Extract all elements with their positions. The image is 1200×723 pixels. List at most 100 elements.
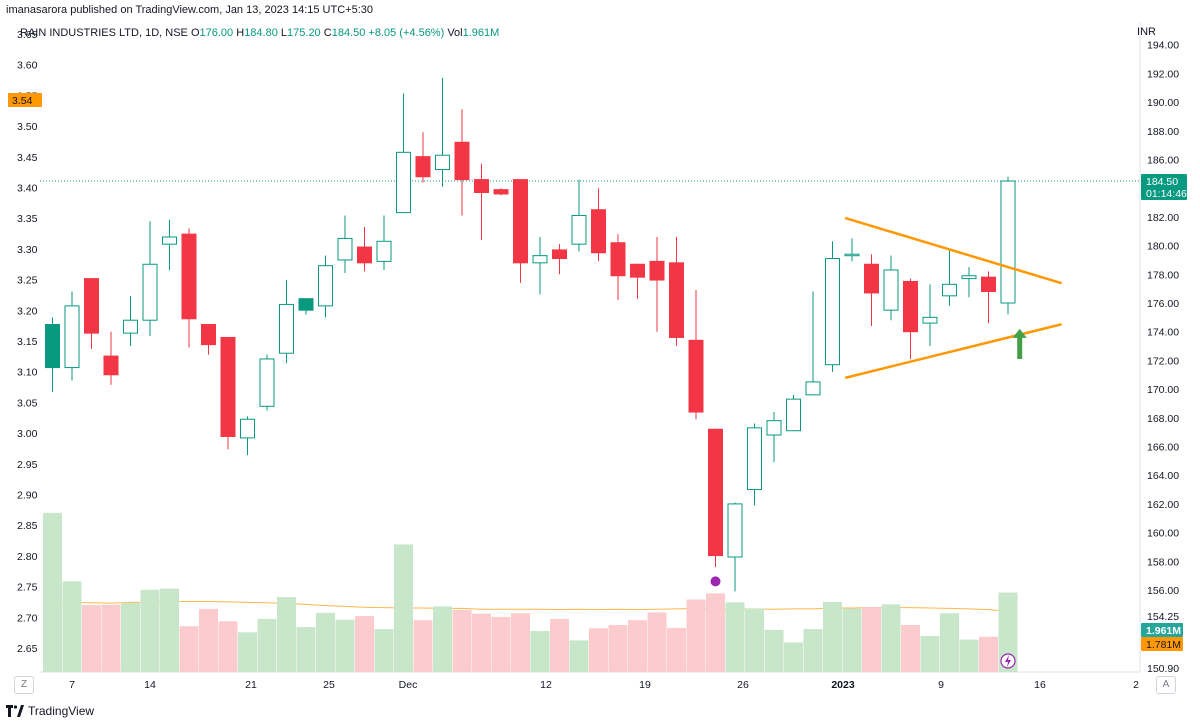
volume-bar [589,628,608,672]
right-axis-tick: 188.00 [1147,126,1179,138]
volume-label-1-bg [1141,623,1183,637]
volume-bar [238,632,257,672]
right-axis-tick: 178.00 [1147,269,1179,281]
candle-body [376,240,392,262]
volume-value: 1.961M [462,27,500,39]
left-axis-tick: 2.70 [17,612,38,624]
volume-bar [433,606,452,672]
time-axis-tick: 26 [737,679,749,691]
last-price-label-bg [1141,174,1187,201]
right-axis-tick: 154.25 [1147,611,1179,623]
left-axis-tick: 2.90 [17,490,38,502]
volume-bar [706,593,725,672]
time-axis-tick: 7 [69,679,75,691]
volume-bar [686,599,706,672]
volume-bar [160,588,179,672]
candle-body [240,418,255,439]
candle-body [103,355,119,376]
candle-body [162,236,177,245]
right-axis-tick: 158.00 [1147,556,1179,568]
volume-bar [62,581,82,672]
right-axis-tick: 166.00 [1147,442,1179,454]
volume-bar [608,625,628,672]
zoom-button[interactable]: Z [14,676,34,694]
volume-bar [920,635,940,672]
left-axis-tick: 3.60 [17,60,38,72]
volume-bar [511,613,530,672]
volume-bar [862,607,881,672]
candle-body [610,242,626,277]
left-axis-tick: 2.85 [17,520,38,532]
right-axis-tick: 156.00 [1147,585,1179,597]
low-value: 175.20 [287,27,321,39]
volume-bar [803,629,823,672]
auto-scale-button[interactable]: A [1156,676,1176,694]
left-axis-tick: 3.15 [17,336,38,348]
candle-body [825,258,840,366]
arrow-head-icon [1012,328,1027,338]
volume-label-1: 1.961M [1146,625,1181,637]
time-axis-tick: 21 [245,679,257,691]
volume-label-2-bg [1141,637,1183,651]
footer-brand[interactable]: TradingView [6,704,94,718]
time-axis-tick: 9 [938,679,944,691]
volume-bar [881,604,901,672]
right-axis-tick: 192.00 [1147,68,1179,80]
volume-bar [43,512,62,672]
publisher-line: imanasarora published on TradingView.com… [6,4,374,16]
volume-bar [725,602,745,672]
left-axis-marker: 3.54 [12,95,33,107]
brand-name: TradingView [28,704,95,718]
volume-bar [764,629,784,672]
right-axis-tick: 174.00 [1147,327,1179,339]
candle-body [435,154,450,171]
volume-bar [491,616,511,672]
candle-body [864,263,879,294]
left-axis-marker-bg [8,93,42,107]
right-axis-tick: 170.00 [1147,384,1179,396]
right-axis-tick: 180.00 [1147,241,1179,253]
volume-bar [199,608,218,672]
volume-bar [257,618,277,672]
volume-bar [823,601,842,672]
time-axis-tick: 2 [1133,679,1139,691]
trendline [844,217,1062,285]
close-value: 184.50 [331,27,366,39]
candle-body [688,339,704,413]
candle-body [396,151,411,214]
time-axis-tick: 25 [323,679,335,691]
volume-bar [374,629,394,672]
right-axis-tick: 190.00 [1147,97,1179,109]
left-axis-tick: 3.35 [17,213,38,225]
high-label: H [236,27,245,39]
candle-body [981,276,996,293]
candle-body [532,255,548,264]
volume-bar [647,612,667,672]
volume-bar [940,613,959,672]
candle-body [805,381,821,396]
candle-body [766,420,782,436]
left-axis-tick: 3.50 [17,121,38,133]
time-axis-tick: 19 [639,679,651,691]
volume-label: Vol [447,27,463,39]
right-axis-tick: 164.00 [1147,470,1179,482]
candle-body [571,214,587,245]
volume-bar [550,618,569,672]
left-axis-tick: 2.95 [17,459,38,471]
volume-bar [959,639,979,672]
volume-bar [296,627,316,672]
time-axis-tick: 2023 [831,679,855,691]
volume-bar [901,625,920,672]
volume-bar [530,631,550,672]
candle-body [786,398,801,432]
candle-body [922,316,938,324]
candle-body [552,249,567,260]
left-axis-tick: 3.00 [17,428,38,440]
candle-body [123,319,138,334]
time-axis-tick: 12 [540,679,552,691]
change-value: +8.05 (+4.56%) [368,27,445,39]
left-axis-tick: 3.40 [17,183,38,195]
candle-body [454,141,470,181]
candle-body [493,189,509,195]
